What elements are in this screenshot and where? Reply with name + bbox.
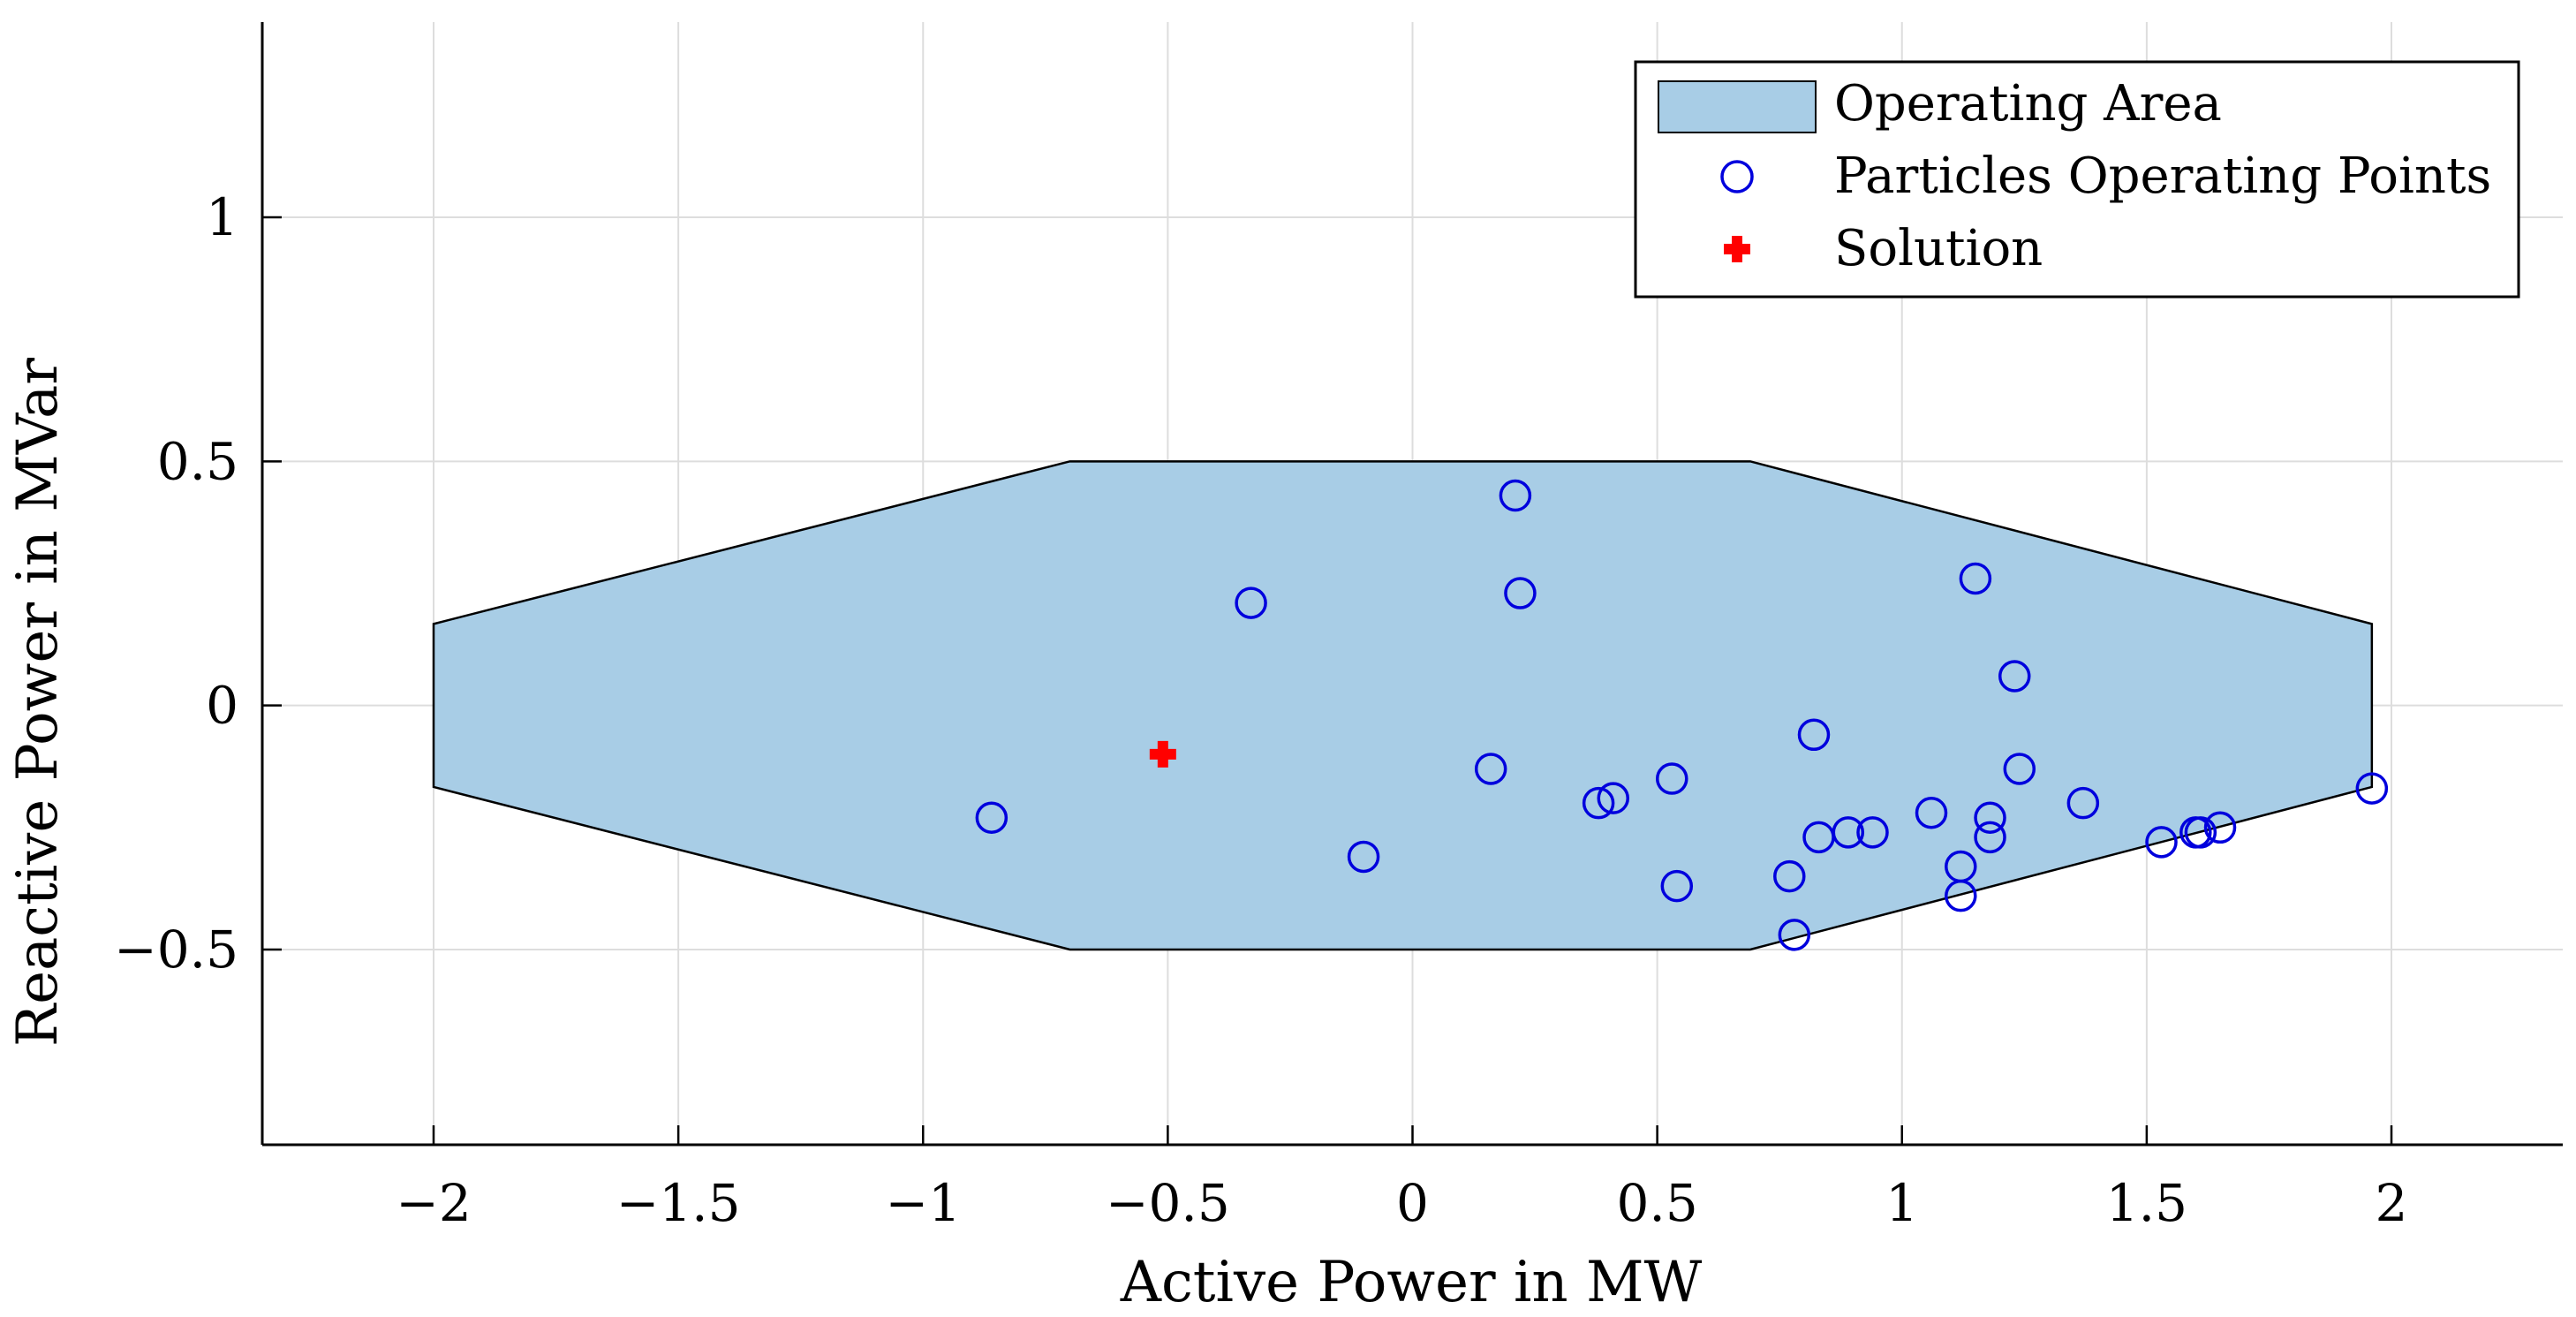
y-tick-label: 0.5 xyxy=(157,431,238,491)
legend-label-solution: Solution xyxy=(1834,220,2043,277)
particle-point xyxy=(2003,753,2036,785)
particle-point xyxy=(2203,811,2237,844)
x-tick-label: −1.5 xyxy=(616,1173,741,1233)
particle-point xyxy=(1915,796,1948,829)
y-tick-label: −0.5 xyxy=(114,920,238,980)
legend-swatch-area xyxy=(1658,80,1817,133)
x-tick-label: 0 xyxy=(1396,1173,1429,1233)
y-axis-title: Reactive Power in MVar xyxy=(5,358,71,1047)
y-tick-label: 0 xyxy=(206,676,238,736)
particle-point xyxy=(1998,660,2031,693)
legend-marker-particle xyxy=(1720,160,1754,193)
x-tick-label: 0.5 xyxy=(1617,1173,1698,1233)
x-tick-label: 1.5 xyxy=(2106,1173,2187,1233)
particle-point xyxy=(1945,879,1977,912)
particle-point xyxy=(1778,919,1811,951)
operating-area-polygon xyxy=(432,460,2374,951)
particle-point xyxy=(1474,753,1507,785)
particle-points-layer xyxy=(975,479,2389,951)
legend: Operating Area Particles Operating Point… xyxy=(1634,60,2520,299)
legend-marker-solution xyxy=(1724,236,1750,262)
particle-point xyxy=(1347,840,1380,874)
axes xyxy=(261,22,2563,1147)
x-tick-label: −1 xyxy=(885,1173,961,1233)
particle-point xyxy=(2066,786,2100,820)
particle-point xyxy=(1499,479,1532,512)
solution-layer xyxy=(1149,740,1176,768)
particle-point xyxy=(1773,859,1806,893)
x-tick-label: −0.5 xyxy=(1106,1173,1230,1233)
particle-point xyxy=(1656,762,1688,795)
tick-labels: −2 −1.5 −1 −0.5 0 0.5 1 1.5 2 −0.5 0 0.5 1 xyxy=(114,187,2407,1233)
particle-point xyxy=(2355,772,2389,805)
particle-point xyxy=(1582,786,1615,820)
particle-point xyxy=(1959,562,1992,595)
particle-point xyxy=(1235,587,1267,619)
y-tick-label: 1 xyxy=(206,187,238,247)
operating-area-layer xyxy=(432,460,2374,951)
particle-point xyxy=(1974,801,2006,835)
particle-point xyxy=(1797,718,1831,752)
particle-point xyxy=(1660,869,1694,903)
x-tick-label: 2 xyxy=(2376,1173,2408,1233)
particle-point xyxy=(1597,782,1629,814)
x-tick-label: 1 xyxy=(1885,1173,1918,1233)
solution-point xyxy=(1149,740,1176,768)
particle-point xyxy=(2145,826,2178,859)
particle-point xyxy=(2184,816,2217,849)
x-axis-title: Active Power in MW xyxy=(1120,1250,1703,1315)
x-tick-label: −2 xyxy=(396,1173,472,1233)
particle-point xyxy=(1832,816,1865,849)
particle-point xyxy=(1974,821,2006,854)
legend-label-particles: Particles Operating Points xyxy=(1834,148,2491,205)
particle-point xyxy=(1856,816,1889,849)
particle-point xyxy=(1504,577,1537,609)
legend-label-area: Operating Area xyxy=(1834,75,2222,132)
particle-point xyxy=(975,801,1008,835)
